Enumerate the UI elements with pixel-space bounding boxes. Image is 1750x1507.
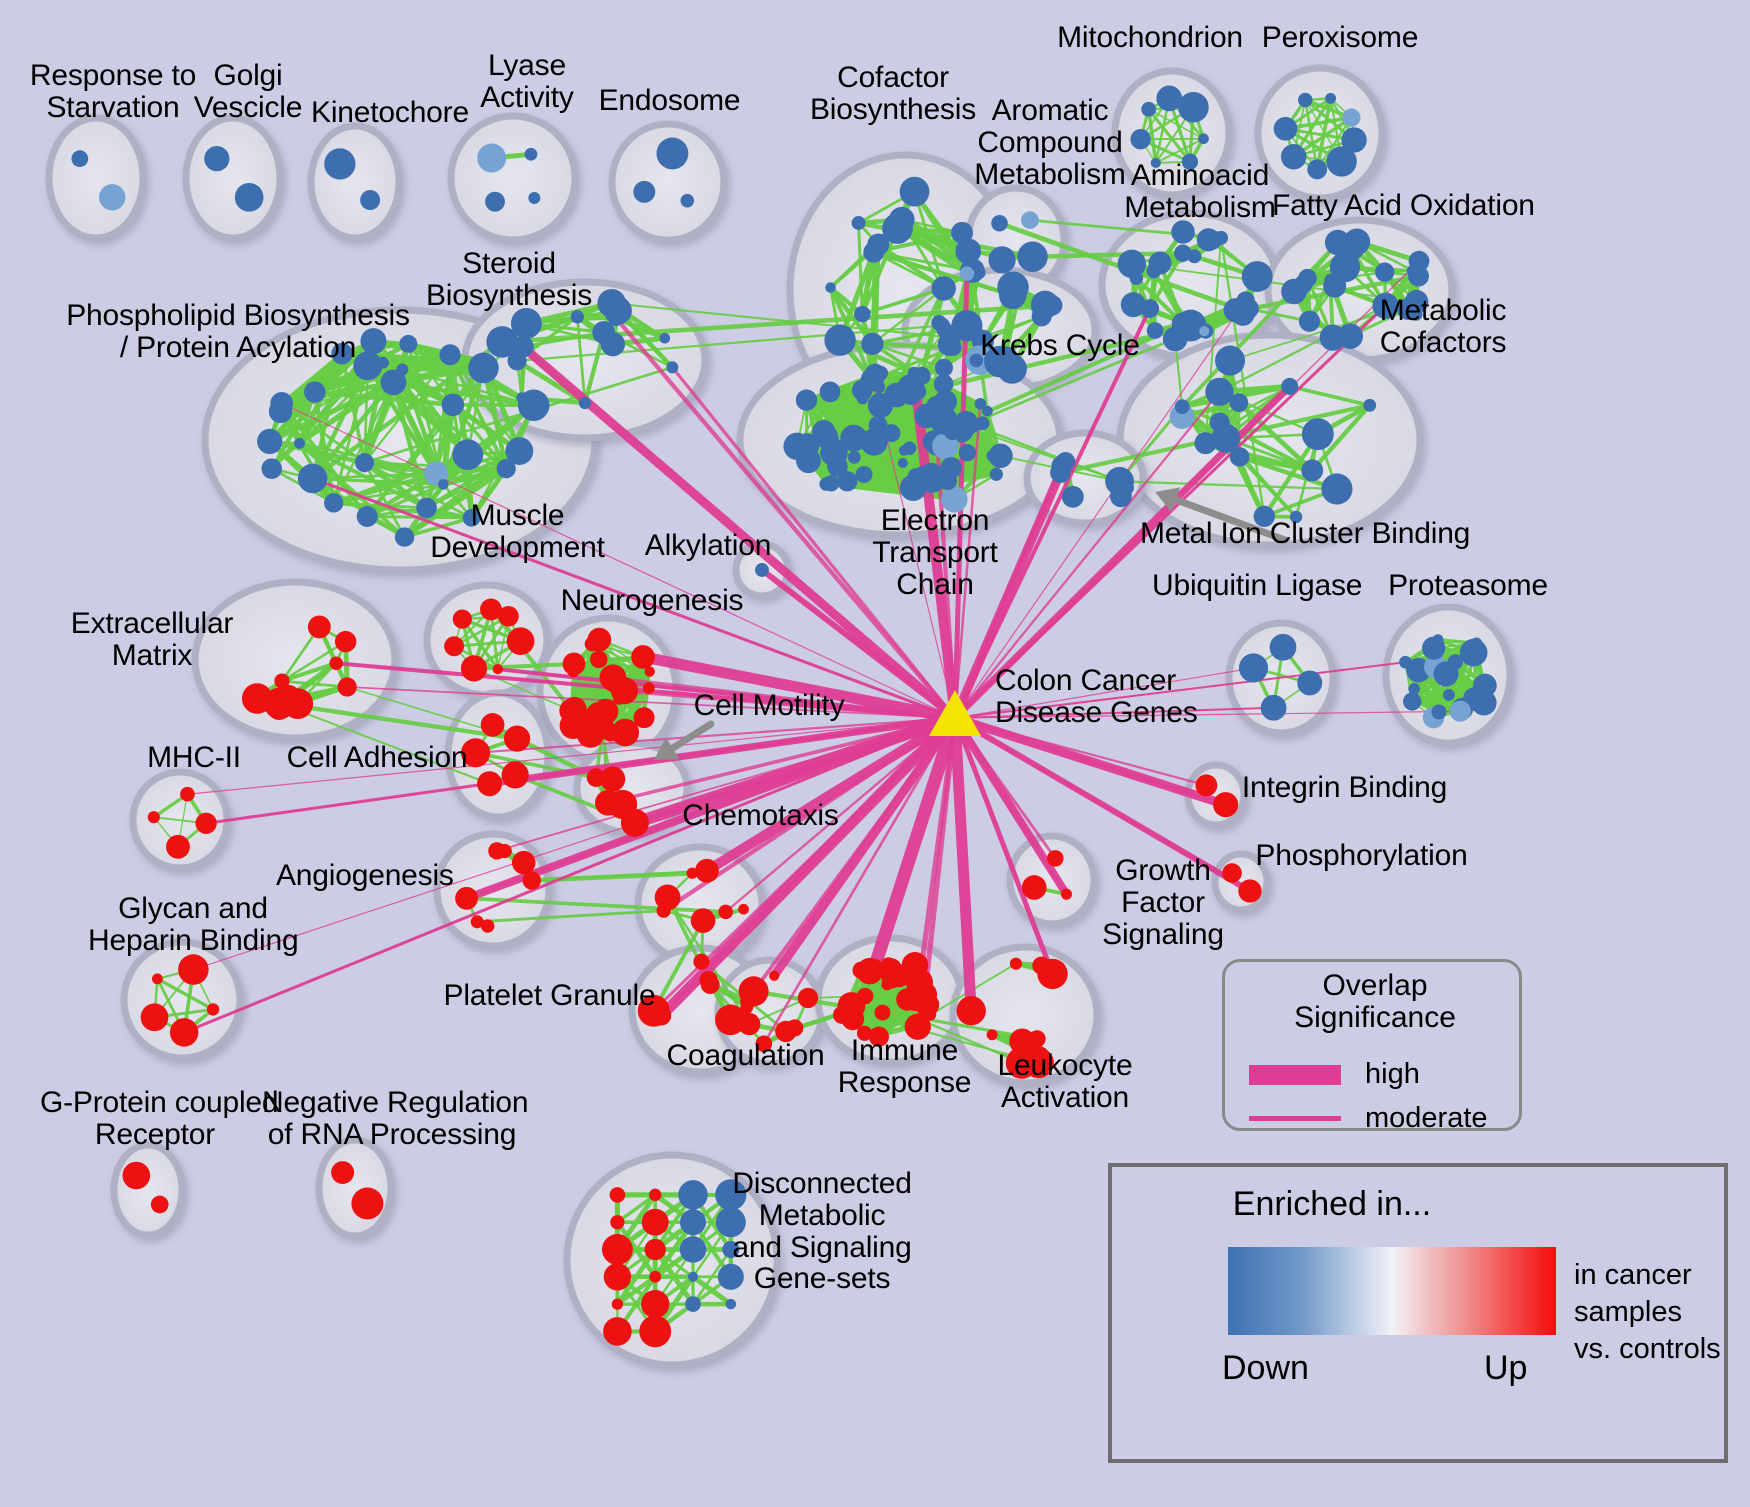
enrichment-legend-title: Enriched in... — [1232, 1185, 1432, 1223]
cluster-label: Steroid Biosynthesis — [425, 247, 592, 312]
cluster-label: Response to Starvation — [29, 59, 197, 124]
cluster-label: Angiogenesis — [276, 859, 454, 892]
cluster-label: Lyase Activity — [480, 49, 574, 114]
cluster-label: Fatty Acid Oxidation — [1272, 189, 1535, 222]
cluster-label: Alkylation — [644, 529, 772, 562]
moderate-significance-swatch — [1249, 1116, 1341, 1121]
enrichment-up-label: Up — [1484, 1349, 1528, 1387]
cluster-label: Muscle Development — [430, 499, 605, 564]
hub-label: Colon Cancer Disease Genes — [995, 664, 1198, 729]
cluster-label: Kinetochore — [311, 96, 469, 129]
cluster-label: Immune Response — [837, 1034, 972, 1099]
cluster-label: Proteasome — [1388, 569, 1548, 602]
cluster-label: Integrin Binding — [1241, 771, 1448, 804]
cluster-label: Aminoacid Metabolism — [1124, 159, 1276, 224]
cluster-label: Peroxisome — [1261, 21, 1419, 54]
cluster-label: Krebs Cycle — [980, 329, 1140, 362]
cluster-label: Endosome — [598, 84, 741, 117]
cluster-label: Phosphorylation — [1255, 839, 1468, 872]
cluster-label: Phospholipid Biosynthesis / Protein Acyl… — [66, 299, 410, 364]
legend-row-moderate: moderate — [1249, 1102, 1488, 1135]
cluster-label: Aromatic Compound Metabolism — [974, 94, 1126, 191]
cluster-label: MHC-II — [147, 741, 241, 774]
moderate-significance-label: moderate — [1365, 1102, 1488, 1134]
cluster-label: Growth Factor Signaling — [1102, 854, 1224, 951]
cluster-label: Metabolic Cofactors — [1379, 294, 1507, 359]
overlap-significance-title: Overlap Significance — [1294, 969, 1456, 1035]
cluster-label: Cell Motility — [693, 689, 845, 722]
cluster-label: Neurogenesis — [560, 584, 744, 617]
cluster-label: Negative Regulation of RNA Processing — [262, 1086, 529, 1151]
legend-row-high: high — [1249, 1058, 1420, 1091]
enrichment-side-note: in cancer samples vs. controls — [1574, 1259, 1721, 1366]
cluster-label: Metal Ion Cluster Binding — [1140, 517, 1471, 550]
cluster-label: G-Protein coupled Receptor — [40, 1086, 279, 1151]
cluster-label: Electron Transport Chain — [872, 504, 998, 601]
enrichment-color-bar — [1228, 1247, 1556, 1335]
enrichment-down-label: Down — [1222, 1349, 1309, 1387]
cluster-label: Disconnected Metabolic and Signaling Gen… — [732, 1167, 912, 1296]
high-significance-swatch — [1249, 1064, 1341, 1085]
cluster-label: Cell Adhesion — [286, 741, 468, 774]
cluster-label: Ubiquitin Ligase — [1152, 569, 1363, 602]
cluster-label: Chemotaxis — [682, 799, 839, 832]
cluster-label: Glycan and Heparin Binding — [88, 892, 299, 957]
overlap-significance-legend: Overlap Significance high moderate — [1222, 959, 1522, 1134]
high-significance-label: high — [1365, 1058, 1420, 1090]
cluster-label: Mitochondrion — [1057, 21, 1243, 54]
cluster-label: Coagulation — [666, 1039, 825, 1072]
cluster-label: Cofactor Biosynthesis — [809, 61, 976, 126]
cluster-label: Extracellular Matrix — [70, 607, 234, 672]
cluster-label: Platelet Granule — [443, 979, 656, 1012]
cluster-label: Golgi Vescicle — [193, 59, 303, 124]
cluster-label: Leukocyte Activation — [997, 1049, 1133, 1114]
enrichment-legend: Enriched in... Down Up in cancer samples… — [1108, 1163, 1728, 1463]
